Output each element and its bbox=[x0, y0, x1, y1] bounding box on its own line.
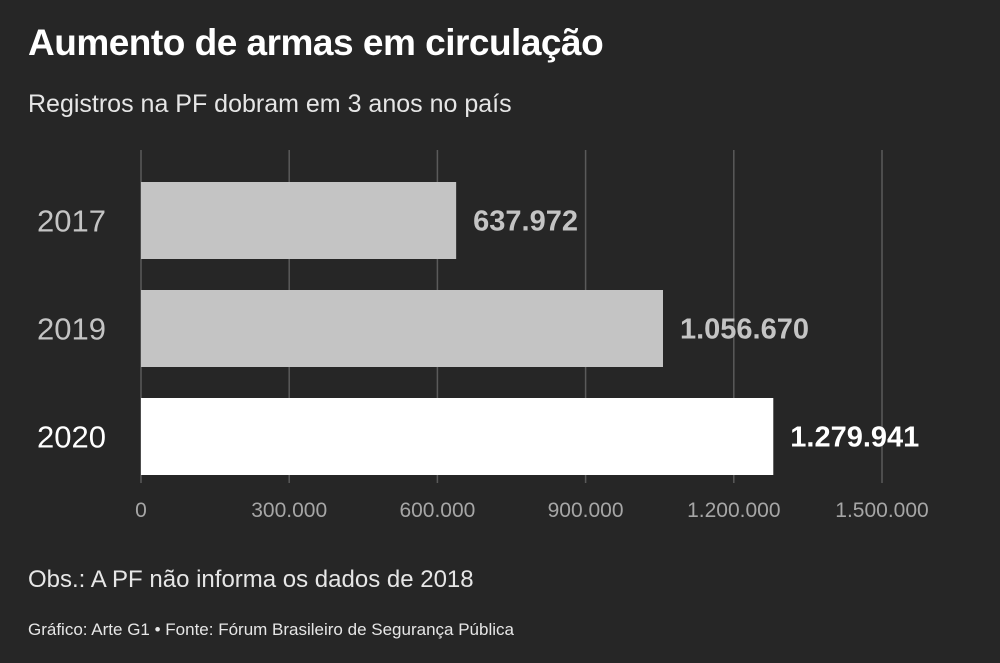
tick-label: 300.000 bbox=[251, 499, 327, 522]
chart-source: Gráfico: Arte G1 • Fonte: Fórum Brasilei… bbox=[28, 620, 514, 639]
bar bbox=[141, 398, 774, 475]
bar bbox=[141, 290, 663, 367]
category-label: 2017 bbox=[37, 204, 106, 239]
chart-title: Aumento de armas em circulação bbox=[28, 22, 604, 63]
category-label: 2020 bbox=[37, 420, 106, 455]
tick-label: 600.000 bbox=[399, 499, 475, 522]
tick-label: 1.200.000 bbox=[687, 499, 780, 522]
x-axis-ticks: 0 300.000 600.000 900.000 1.200.000 1.500.000 bbox=[135, 499, 929, 522]
category-label: 2019 bbox=[37, 312, 106, 347]
value-label: 1.279.941 bbox=[790, 422, 919, 454]
bars: 2017 637.972 2019 1.056.670 2020 1.279.941 bbox=[37, 182, 919, 475]
bar bbox=[141, 182, 457, 259]
value-label: 1.056.670 bbox=[680, 314, 809, 346]
chart-note: Obs.: A PF não informa os dados de 2018 bbox=[28, 566, 474, 593]
bar-chart: 2017 637.972 2019 1.056.670 2020 1.279.941 0 3… bbox=[37, 150, 929, 522]
tick-label: 1.500.000 bbox=[835, 499, 928, 522]
tick-label: 0 bbox=[135, 499, 147, 522]
value-label: 637.972 bbox=[473, 206, 578, 238]
chart-subtitle: Registros na PF dobram em 3 anos no país bbox=[28, 90, 512, 118]
tick-label: 900.000 bbox=[548, 499, 624, 522]
